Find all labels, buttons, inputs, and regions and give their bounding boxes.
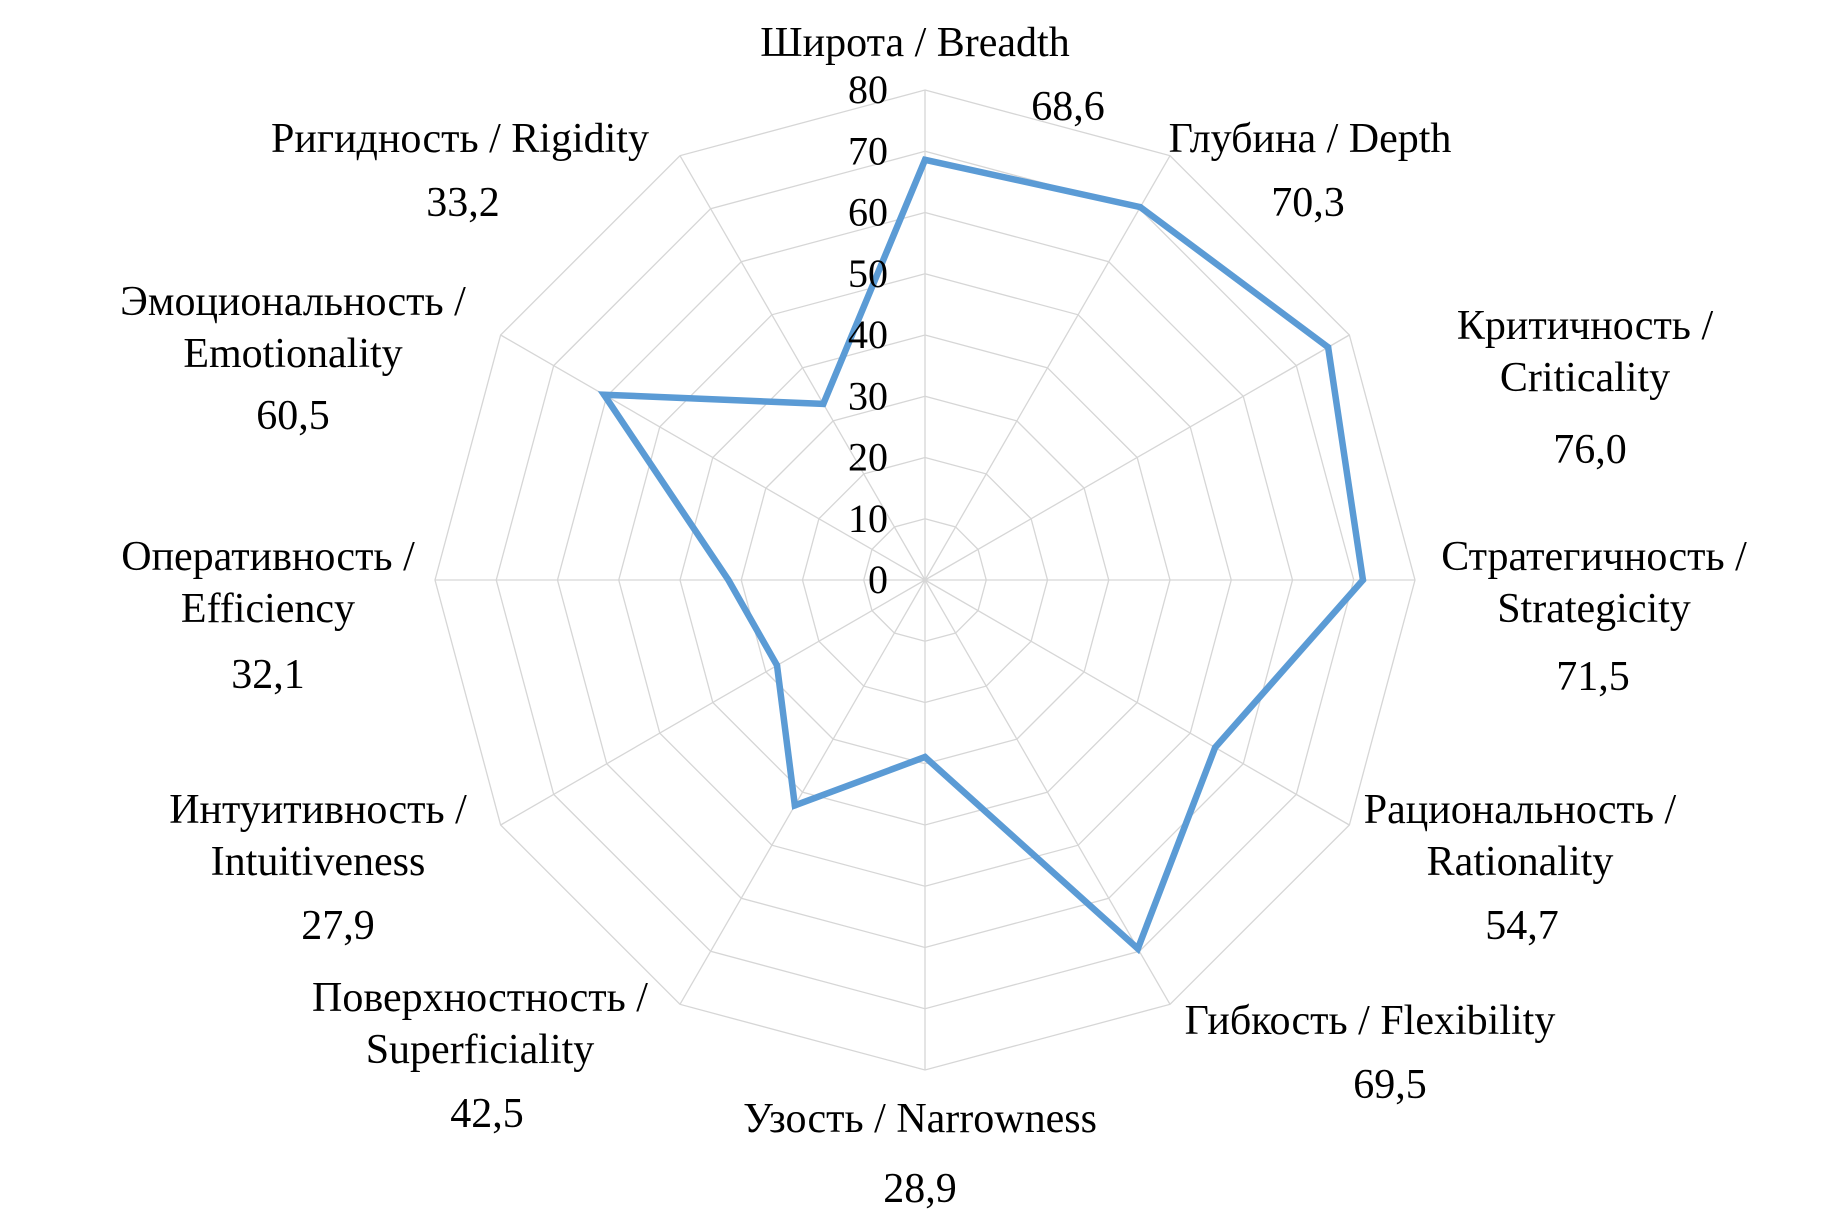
category-label: Стратегичность /: [1441, 534, 1747, 580]
series-line: [597, 156, 1367, 955]
axis-spoke: [500, 334, 926, 581]
category-label: Критичность /: [1457, 303, 1714, 349]
data-point: [921, 156, 929, 164]
data-point: [791, 802, 799, 809]
category-label: Оперативность /: [121, 534, 415, 580]
value-label: 32,1: [231, 652, 305, 698]
category-label: Эмоциональность /: [120, 279, 466, 325]
data-point: [600, 391, 608, 398]
category-label: Поверхностность /: [312, 975, 648, 1021]
grid-layer: [434, 89, 1416, 1071]
data-point: [1137, 203, 1144, 211]
axis-spoke: [924, 579, 1171, 1005]
value-label: 33,2: [426, 180, 500, 226]
category-label: Ригидность / Rigidity: [271, 116, 649, 162]
tick-label: 80: [848, 67, 888, 112]
data-point: [1211, 744, 1219, 751]
value-label: 70,3: [1271, 180, 1345, 226]
series-layer: [597, 156, 1367, 955]
data-point: [725, 576, 732, 584]
category-label: Глубина / Depth: [1169, 116, 1452, 162]
category-label: Интуитивность /: [169, 787, 467, 833]
axis-spoke: [924, 155, 1171, 581]
tick-label: 70: [848, 128, 888, 173]
category-label: Широта / Breadth: [760, 20, 1069, 66]
category-label: Emotionality: [183, 331, 402, 377]
axis-spoke: [924, 334, 1350, 581]
value-label: 54,7: [1485, 903, 1559, 949]
category-label: Гибкость / Flexibility: [1185, 998, 1556, 1044]
value-label: 28,9: [883, 1166, 957, 1212]
value-label: 27,9: [301, 903, 375, 949]
tick-label: 0: [868, 557, 888, 602]
tick-label: 20: [848, 435, 888, 480]
data-point: [773, 662, 781, 669]
data-point: [921, 753, 929, 761]
category-label: Рациональность /: [1364, 787, 1677, 833]
category-label: Rationality: [1427, 839, 1614, 885]
category-labels: Широта / Breadth 68,6 Глубина / Depth 70,3 К…: [120, 20, 1747, 1212]
category-label: Superficiality: [366, 1027, 595, 1073]
value-label: 76,0: [1553, 427, 1627, 473]
data-point: [1134, 945, 1142, 952]
value-label: 68,6: [1031, 84, 1105, 130]
tick-label: 10: [848, 496, 888, 541]
tick-labels: 0 10 20 30 40 50 60 70 80: [848, 67, 888, 602]
axis-spoke: [924, 579, 1350, 826]
value-label: 42,5: [450, 1091, 524, 1137]
data-point: [1324, 344, 1332, 351]
axis-spoke: [679, 579, 926, 1005]
category-label: Strategicity: [1497, 586, 1691, 632]
category-label: Узость / Narrowness: [743, 1096, 1097, 1142]
value-label: 60,5: [256, 393, 330, 439]
axis-spoke: [500, 579, 926, 826]
tick-label: 30: [848, 373, 888, 418]
value-label: 69,5: [1353, 1062, 1427, 1108]
tick-label: 50: [848, 251, 888, 296]
data-point: [1359, 576, 1367, 584]
data-point: [820, 400, 827, 408]
axis-spoke: [679, 155, 926, 581]
category-label: Efficiency: [181, 586, 355, 632]
tick-label: 60: [848, 190, 888, 235]
tick-label: 40: [848, 312, 888, 357]
value-label: 71,5: [1556, 654, 1630, 700]
category-label: Criticality: [1500, 355, 1670, 401]
category-label: Intuitiveness: [211, 839, 426, 885]
